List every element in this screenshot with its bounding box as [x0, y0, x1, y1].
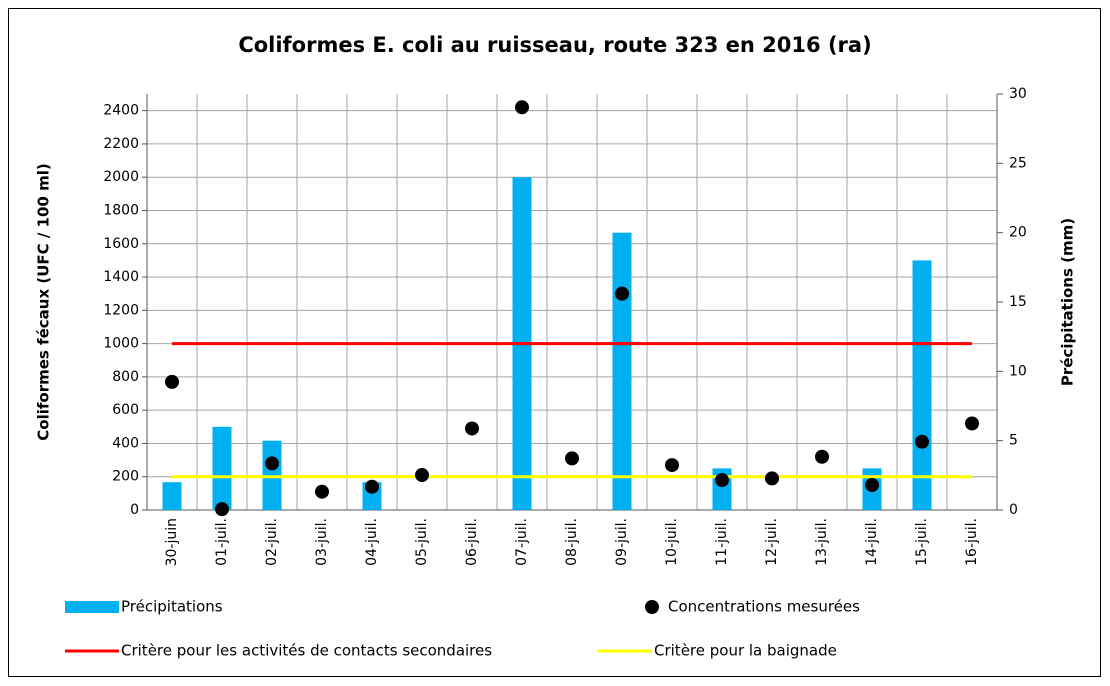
x-tick-label: 12-juil.: [764, 518, 780, 566]
y2-tick-label: 0: [1009, 502, 1018, 518]
chart-title: Coliformes E. coli au ruisseau, route 32…: [238, 33, 871, 57]
y-tick-label: 1400: [103, 269, 139, 285]
y-tick-label: 1200: [103, 302, 139, 318]
x-tick-label: 13-juil.: [814, 518, 830, 566]
x-tick-label: 07-juil.: [514, 518, 530, 566]
bar: [162, 482, 182, 510]
data-point: [165, 374, 179, 389]
legend-label: Critère pour les activités de contacts s…: [121, 642, 492, 660]
data-point: [265, 456, 279, 471]
x-tick-label: 14-juil.: [864, 518, 880, 566]
y-tick-label: 2200: [103, 136, 139, 152]
x-tick-label: 09-juil.: [614, 518, 630, 566]
bar: [212, 426, 232, 510]
y-tick-label: 1800: [103, 202, 139, 218]
y-tick-label: 2000: [103, 169, 139, 185]
y-tick-label: 800: [112, 369, 139, 385]
data-point: [965, 416, 979, 431]
y2-tick-label: 10: [1009, 363, 1027, 379]
x-tick-label: 05-juil.: [414, 518, 430, 566]
x-tick-label: 15-juil.: [914, 518, 930, 566]
data-point: [615, 286, 629, 301]
y2-tick-label: 20: [1009, 225, 1027, 241]
data-point: [215, 502, 229, 517]
legend-swatch: [65, 601, 119, 613]
x-tick-label: 06-juil.: [464, 518, 480, 566]
data-point: [865, 478, 879, 493]
data-point: [465, 421, 479, 436]
y-tick-label: 200: [112, 469, 139, 485]
bar: [912, 260, 932, 510]
y-tick-label: 0: [130, 502, 139, 518]
legend-label: Concentrations mesurées: [668, 598, 860, 616]
data-point: [415, 468, 429, 483]
y2-tick-label: 15: [1009, 294, 1027, 310]
y2-tick-label: 5: [1009, 433, 1018, 449]
y2-axis-label: Précipitations (mm): [1059, 218, 1077, 386]
data-point: [915, 434, 929, 449]
y-tick-label: 1000: [103, 336, 139, 352]
legend-swatch: [645, 600, 659, 614]
data-point: [665, 458, 679, 473]
data-point: [765, 471, 779, 486]
y-tick-label: 2400: [103, 103, 139, 119]
x-tick-label: 08-juil.: [564, 518, 580, 566]
x-tick-label: 16-juil.: [964, 518, 980, 566]
legend-label: Critère pour la baignade: [654, 642, 837, 660]
legend-label: Précipitations: [121, 598, 223, 616]
y-axis-label: Coliformes fécaux (UFC / 100 ml): [35, 163, 53, 440]
x-tick-label: 10-juil.: [664, 518, 680, 566]
data-point: [315, 484, 329, 499]
x-tick-label: 04-juil.: [364, 518, 380, 566]
y-tick-label: 600: [112, 402, 139, 418]
data-point: [565, 451, 579, 466]
x-tick-label: 30-juin: [164, 518, 180, 566]
x-tick-label: 01-juil.: [214, 518, 230, 566]
data-point: [815, 449, 829, 464]
y2-tick-label: 25: [1009, 155, 1027, 171]
data-point: [365, 479, 379, 494]
x-tick-label: 11-juil.: [714, 518, 730, 566]
bar: [612, 232, 632, 510]
data-point: [715, 473, 729, 488]
y-tick-label: 400: [112, 435, 139, 451]
y2-tick-label: 30: [1009, 86, 1027, 102]
x-tick-label: 03-juil.: [314, 518, 330, 566]
x-tick-label: 02-juil.: [264, 518, 280, 566]
y-tick-label: 1600: [103, 236, 139, 252]
data-point: [515, 100, 529, 115]
